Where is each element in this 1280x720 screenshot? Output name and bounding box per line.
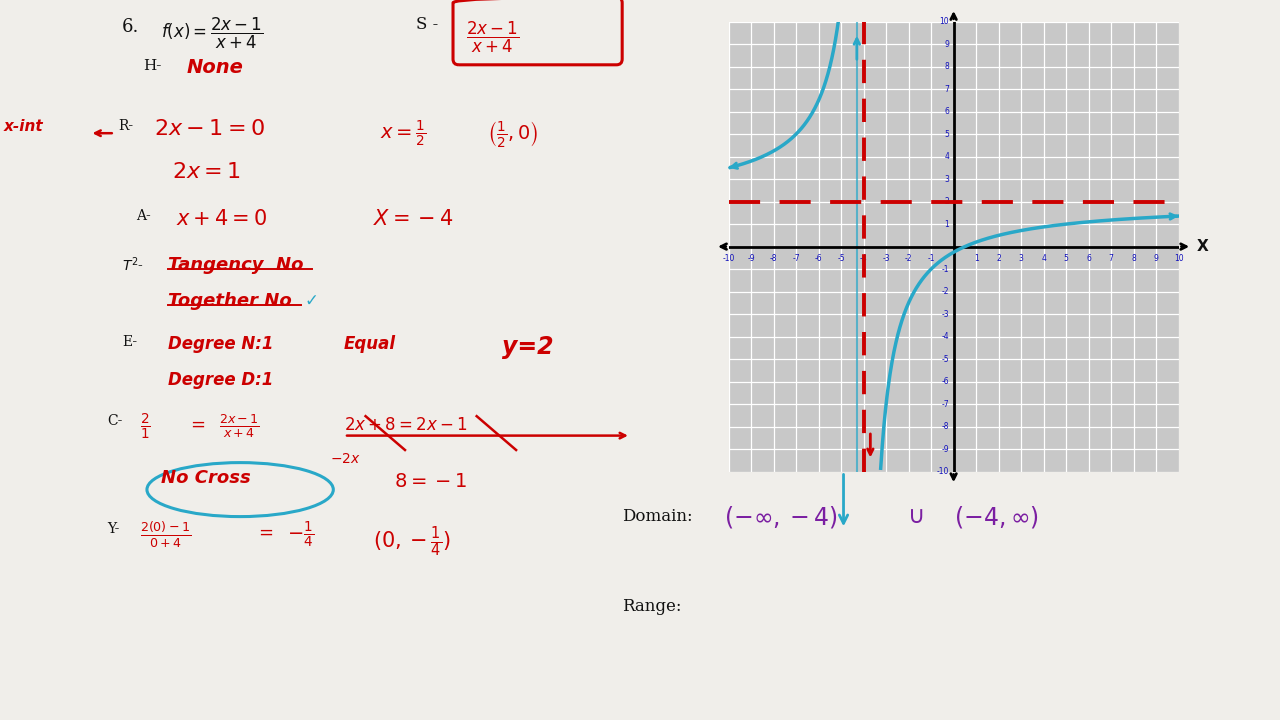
Text: Domain:: Domain: [622,508,692,525]
Text: $\dfrac{2x-1}{x+4}$: $\dfrac{2x-1}{x+4}$ [466,20,520,55]
Text: ✓: ✓ [305,292,319,310]
Text: None: None [187,58,243,76]
Text: Degree D:1: Degree D:1 [169,371,274,389]
Text: -8: -8 [942,422,948,431]
Text: $\frac{2x-1}{x+4}$: $\frac{2x-1}{x+4}$ [219,412,260,440]
Text: -1: -1 [942,265,948,274]
Text: $\cup$: $\cup$ [906,504,923,528]
Text: -9: -9 [748,254,755,264]
Text: E-: E- [122,335,137,348]
Text: -2: -2 [942,287,948,296]
Text: S -: S - [416,16,438,33]
Text: 9: 9 [945,40,948,49]
Text: =: = [189,416,205,434]
Text: 9: 9 [1153,254,1158,264]
Text: -4: -4 [942,332,948,341]
Text: -7: -7 [942,400,948,409]
Text: Degree N:1: Degree N:1 [169,335,274,353]
Text: 2: 2 [996,254,1001,264]
Text: 7: 7 [945,85,948,94]
Text: -3: -3 [882,254,890,264]
Text: $8=-1$: $8=-1$ [394,472,467,490]
Text: $X=-4$: $X=-4$ [372,209,453,229]
Text: $2x=1$: $2x=1$ [172,162,241,182]
Text: -2: -2 [905,254,913,264]
Text: -1: -1 [927,254,934,264]
Text: H-: H- [143,59,161,73]
Text: -6: -6 [815,254,823,264]
Text: $2x-1=0$: $2x-1=0$ [154,119,265,139]
Text: 7: 7 [1108,254,1114,264]
Text: -5: -5 [837,254,845,264]
Text: $2x+8 = 2x-1$: $2x+8 = 2x-1$ [344,416,467,434]
Text: $-\frac{1}{4}$: $-\frac{1}{4}$ [287,520,314,550]
Text: 6.: 6. [122,18,140,36]
Text: $\frac{2}{1}$: $\frac{2}{1}$ [140,412,151,442]
Text: Y: Y [948,0,959,1]
Text: No Cross: No Cross [161,469,251,487]
Text: 2: 2 [945,197,948,206]
Text: Range:: Range: [622,598,681,615]
Text: 5: 5 [945,130,948,138]
Text: $(-4,\infty)$: $(-4,\infty)$ [955,504,1039,530]
Text: $x+4=0$: $x+4=0$ [175,209,268,229]
Text: =: = [259,524,273,542]
Text: -5: -5 [942,355,948,364]
Text: 6: 6 [945,107,948,116]
Text: -10: -10 [937,467,948,476]
Text: 10: 10 [1174,254,1184,264]
Text: 3: 3 [1019,254,1024,264]
Text: x-int: x-int [4,119,44,134]
Text: 6: 6 [1087,254,1091,264]
Text: R-: R- [118,119,133,132]
Text: 4: 4 [945,152,948,161]
Text: X: X [1197,239,1208,254]
Text: 1: 1 [945,220,948,229]
Text: $T^2$-: $T^2$- [122,256,143,274]
Text: -8: -8 [769,254,777,264]
Text: 10: 10 [940,17,948,26]
Text: -3: -3 [942,310,948,318]
Text: y=2: y=2 [502,335,553,359]
Text: Together No: Together No [169,292,292,310]
Text: -6: -6 [942,377,948,386]
Text: $(0,-\frac{1}{4})$: $(0,-\frac{1}{4})$ [372,524,451,559]
Text: $f(x) = \dfrac{2x-1}{x+4}$: $f(x) = \dfrac{2x-1}{x+4}$ [161,16,264,51]
Text: 4: 4 [1041,254,1046,264]
Text: -10: -10 [722,254,735,264]
Text: A-: A- [136,209,151,222]
Text: 5: 5 [1064,254,1069,264]
Text: 3: 3 [945,175,948,184]
Text: $\frac{2(0)-1}{0+4}$: $\frac{2(0)-1}{0+4}$ [140,520,191,550]
Text: $-2x$: $-2x$ [330,452,361,466]
Text: $x=\frac{1}{2}$: $x=\frac{1}{2}$ [380,119,426,149]
Text: C-: C- [108,414,123,428]
Text: 1: 1 [974,254,978,264]
Text: 8: 8 [945,62,948,71]
Text: $\left(\frac{1}{2},0\right)$: $\left(\frac{1}{2},0\right)$ [488,119,539,149]
Text: 8: 8 [1132,254,1135,264]
Text: Y-: Y- [108,522,120,536]
Text: Tangency  No: Tangency No [169,256,303,274]
Text: Equal: Equal [344,335,397,353]
Text: -9: -9 [942,444,948,454]
Text: -7: -7 [792,254,800,264]
Text: -4: -4 [860,254,868,264]
Text: $(-\infty,-4)$: $(-\infty,-4)$ [723,504,837,530]
